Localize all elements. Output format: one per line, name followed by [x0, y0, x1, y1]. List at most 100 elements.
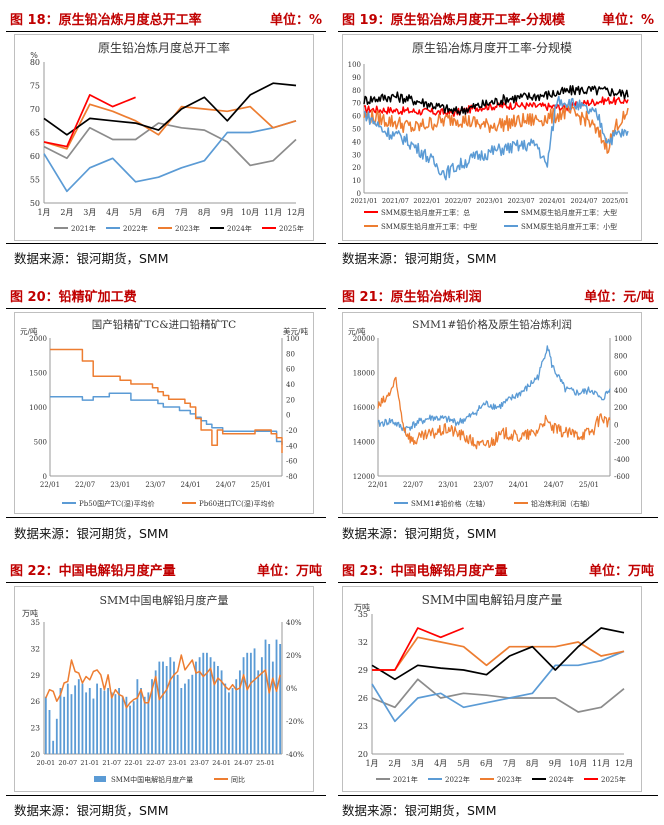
- bar: [92, 698, 95, 754]
- x-tick-label: 5月: [129, 208, 142, 217]
- x-tick-label: 4月: [106, 208, 119, 217]
- x-tick-label: 8月: [526, 759, 539, 768]
- legend-label: 2022年: [445, 775, 470, 784]
- x-tick-label: 1月: [365, 759, 378, 768]
- series-line: [43, 119, 297, 193]
- x-tick-label: 2023/07: [508, 197, 535, 205]
- bar: [213, 661, 216, 754]
- chart-frame: [14, 34, 314, 241]
- y-tick-label-left: 20: [30, 750, 40, 759]
- legend-label: 2024年: [549, 775, 574, 784]
- fig23-unit: 单位：万吨: [588, 564, 654, 579]
- bar: [88, 688, 91, 754]
- y-tick-label-left: 35: [30, 618, 40, 627]
- y-tick-label: 55: [30, 176, 40, 185]
- bar: [242, 657, 245, 754]
- bar: [59, 688, 62, 754]
- x-tick-label: 25-01: [256, 759, 275, 767]
- y-tick-label: 26: [358, 694, 368, 703]
- y-tick-label: 60: [30, 152, 40, 161]
- fig19-unit: 单位：%: [601, 13, 654, 28]
- x-tick-label: 7月: [503, 759, 516, 768]
- x-tick-label: 25/01: [579, 481, 599, 489]
- fig21-title: 图 21：原生铅冶炼利润: [342, 290, 482, 305]
- bar: [52, 740, 55, 754]
- chart-frame: [342, 586, 642, 792]
- bar: [217, 666, 219, 754]
- y-tick-label-left: 32: [30, 644, 40, 653]
- legend-label: SMM原生铅月度开工率：小型: [521, 222, 617, 231]
- fig18-rule: [6, 31, 326, 32]
- legend-label: Pb50国产TC(湿)平均价: [79, 499, 155, 508]
- y-tick-label: 80: [30, 58, 40, 67]
- y-tick-label: 65: [30, 129, 40, 138]
- y-axis-label-left: 元/吨: [348, 326, 366, 336]
- y-tick-label-right: 20%: [286, 652, 302, 660]
- y-tick-label: 35: [358, 610, 368, 619]
- x-tick-label: 2024/07: [570, 197, 597, 205]
- bar: [77, 679, 80, 754]
- x-tick-label: 10月: [569, 759, 587, 768]
- legend-label: 2021年: [393, 775, 418, 784]
- y-tick-label-left: 23: [30, 724, 40, 733]
- fig23-rule-bottom: [338, 795, 658, 796]
- bar: [48, 710, 51, 754]
- x-tick-label: 24-07: [234, 759, 253, 767]
- x-tick-label: 2025/01: [602, 197, 629, 205]
- x-tick-label: 21-07: [102, 759, 121, 767]
- y-tick-label: 23: [358, 722, 368, 731]
- x-tick-label: 24/07: [216, 481, 236, 489]
- series-line: [371, 650, 625, 723]
- x-tick-label: 2024/01: [539, 197, 566, 205]
- legend-label: 2024年: [227, 224, 252, 233]
- bar: [110, 692, 113, 754]
- legend-label: SMM原生铅月度开工率：中型: [381, 222, 477, 231]
- bar: [70, 694, 73, 754]
- series-line: [45, 654, 281, 709]
- fig19-rule: [338, 31, 658, 32]
- series-line: [50, 348, 283, 453]
- bar: [279, 644, 282, 754]
- x-tick-label: 24/01: [509, 481, 529, 489]
- bar: [260, 657, 263, 754]
- x-tick-label: 1月: [37, 208, 50, 217]
- fig18-source: 数据来源：银河期货，SMM: [14, 251, 169, 266]
- fig22-title: 图 22：中国电解铅月度产量: [10, 564, 176, 579]
- legend-label: Pb60进口TC(湿)平均价: [199, 499, 275, 508]
- y-tick-label-right: 200: [614, 404, 627, 412]
- x-tick-label: 23-07: [190, 759, 209, 767]
- y-axis-label-left: 万吨: [22, 608, 38, 618]
- bar: [224, 683, 227, 754]
- y-tick-label: 90: [352, 74, 361, 82]
- fig21-rule: [338, 308, 658, 309]
- y-tick-label: 100: [348, 61, 361, 69]
- y-tick-label-right: -20%: [286, 718, 304, 726]
- x-tick-label: 22/01: [368, 481, 388, 489]
- y-tick-label: 0: [357, 190, 361, 198]
- y-tick-label: 70: [352, 100, 361, 108]
- bar: [158, 661, 161, 754]
- x-tick-label: 20-01: [36, 759, 55, 767]
- x-tick-label: 6月: [152, 208, 165, 217]
- bar: [99, 688, 102, 754]
- y-tick-label-left: 29: [30, 671, 40, 680]
- fig22-unit: 单位：万吨: [256, 564, 322, 579]
- x-tick-label: 22/01: [40, 481, 60, 489]
- chart-frame: [342, 34, 642, 241]
- legend-label: 2022年: [123, 224, 148, 233]
- bar: [206, 652, 208, 754]
- x-tick-label: 22-07: [146, 759, 165, 767]
- x-tick-label: 2月: [388, 759, 401, 768]
- legend-label: 2023年: [497, 775, 522, 784]
- chart-title: SMM中国电解铅月度产量: [422, 592, 563, 607]
- legend-label: 2023年: [175, 224, 200, 233]
- legend-label: 同比: [231, 775, 245, 784]
- x-tick-label: 2月: [60, 208, 73, 217]
- y-tick-label-left: 2000: [29, 335, 47, 343]
- y-tick-label-right: -600: [614, 473, 630, 481]
- x-tick-label: 2022/07: [445, 197, 472, 205]
- bar: [55, 718, 58, 754]
- fig20-rule-bottom: [6, 517, 326, 518]
- x-tick-label: 22/07: [75, 481, 95, 489]
